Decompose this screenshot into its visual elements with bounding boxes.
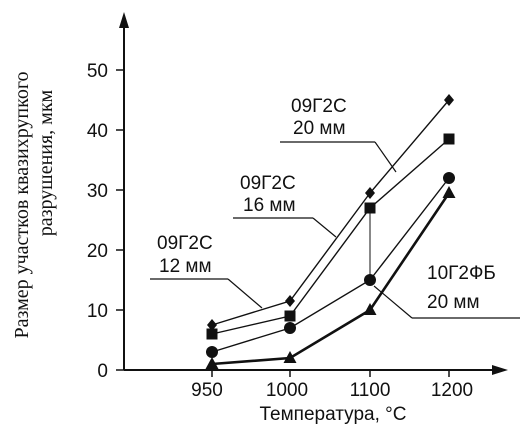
data-point bbox=[283, 351, 297, 363]
x-tick-label: 1100 bbox=[350, 380, 391, 401]
annotation-line1: 09Г2С bbox=[291, 96, 347, 117]
x-ticks bbox=[211, 370, 450, 377]
series-line bbox=[211, 99, 450, 326]
annotation-leader bbox=[312, 217, 337, 238]
annotation-line1: 09Г2С bbox=[157, 233, 213, 254]
data-point bbox=[285, 295, 295, 307]
data-point bbox=[364, 274, 376, 286]
series-layer bbox=[205, 94, 456, 369]
annotation-line2: 20 мм bbox=[427, 292, 480, 313]
y-tick-label: 50 bbox=[87, 61, 108, 82]
x-axis-title: Температура, °С bbox=[260, 404, 407, 425]
annotation-16mm: 09Г2С 16 мм bbox=[233, 173, 337, 238]
annotation-line1: 10Г2ФБ bbox=[427, 263, 496, 284]
series-line bbox=[211, 177, 450, 353]
data-point bbox=[206, 328, 218, 340]
data-point bbox=[205, 357, 219, 369]
annotation-10g2fb: 10Г2ФБ 20 мм bbox=[373, 263, 520, 319]
series-diamond bbox=[207, 94, 454, 331]
series-line bbox=[211, 138, 450, 335]
data-point bbox=[284, 310, 296, 322]
y-tick-label: 40 bbox=[87, 121, 108, 142]
series-line bbox=[211, 192, 451, 366]
y-tick-label: 10 bbox=[87, 301, 108, 322]
y-axis-title-line2: разрушения, мкм bbox=[35, 89, 57, 236]
data-point bbox=[364, 202, 376, 214]
y-tick-label: 0 bbox=[97, 361, 108, 382]
data-point bbox=[206, 346, 218, 358]
annotation-12mm: 09Г2С 12 мм bbox=[150, 233, 263, 309]
y-axis-title-line1: Размер участков квазихрупкого bbox=[11, 71, 33, 338]
data-point bbox=[443, 133, 455, 145]
annotation-leader bbox=[374, 141, 397, 173]
annotation-leader bbox=[227, 278, 263, 309]
x-tick-label: 1200 bbox=[431, 380, 473, 401]
annotation-leader bbox=[373, 285, 413, 319]
y-axis-arrow bbox=[119, 12, 129, 28]
x-axis-arrow bbox=[492, 365, 508, 375]
data-point bbox=[363, 303, 377, 315]
y-tick-label: 20 bbox=[87, 241, 108, 262]
data-point bbox=[365, 187, 375, 199]
x-tick-label: 1000 bbox=[266, 380, 308, 401]
data-point bbox=[442, 186, 456, 198]
annotation-line2: 20 мм bbox=[293, 118, 346, 139]
data-point bbox=[444, 94, 454, 106]
annotation-line2: 16 мм bbox=[243, 195, 296, 216]
x-tick-label: 950 bbox=[191, 380, 223, 401]
y-tick-label: 30 bbox=[87, 181, 108, 202]
data-point bbox=[207, 319, 217, 331]
annotation-line2: 12 мм bbox=[159, 256, 212, 277]
data-point bbox=[284, 322, 296, 334]
data-point bbox=[443, 172, 455, 184]
series-triangle bbox=[205, 186, 456, 369]
annotation-20mm: 09Г2С 20 мм bbox=[280, 96, 397, 173]
series-square bbox=[206, 133, 455, 340]
annotation-line1: 09Г2С bbox=[240, 173, 296, 194]
series-circle bbox=[206, 172, 455, 358]
y-ticks bbox=[116, 69, 124, 371]
